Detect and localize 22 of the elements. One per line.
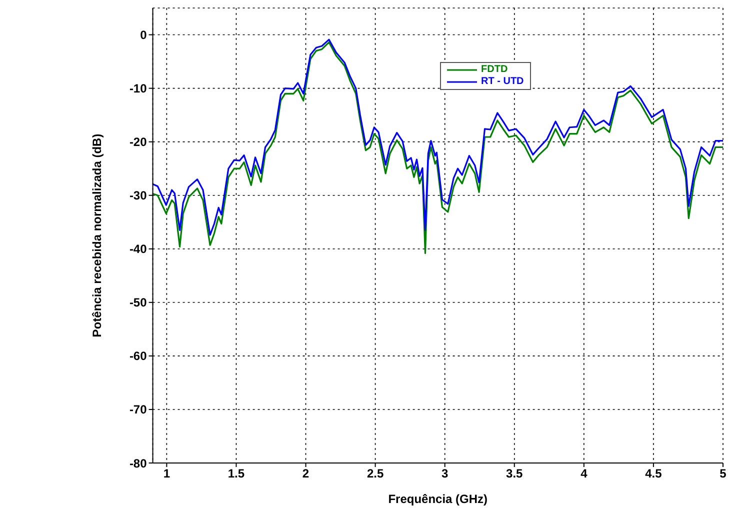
- y-tick-label: -50: [129, 296, 148, 310]
- y-tick-label: 0: [140, 28, 148, 42]
- x-axis-title: Frequência (GHz): [388, 492, 488, 506]
- x-tick-label: 2: [302, 466, 310, 481]
- y-tick-label: -30: [129, 188, 148, 203]
- x-tick-label: 3.5: [506, 466, 524, 481]
- y-tick-label: -60: [129, 349, 148, 364]
- y-axis-title: Potência recebida normalizada (dB): [90, 134, 104, 338]
- x-tick-label: 2.5: [366, 466, 384, 481]
- y-tick-label: -40: [129, 242, 148, 256]
- y-tick-label: -20: [129, 135, 148, 150]
- y-tick-label: -70: [129, 402, 148, 417]
- x-tick-label: 1.5: [228, 466, 245, 481]
- y-tick-label: -10: [129, 82, 148, 96]
- legend-label: RT - UTD: [481, 76, 524, 88]
- x-tick-label: 5: [720, 466, 727, 481]
- x-tick-label: 4: [580, 466, 588, 481]
- y-tick-label: -80: [129, 456, 148, 470]
- x-tick-label: 4.5: [645, 466, 662, 481]
- x-tick-label: 3: [442, 466, 448, 481]
- legend-label: FDTD: [481, 64, 508, 76]
- x-tick-label: 1: [163, 466, 170, 481]
